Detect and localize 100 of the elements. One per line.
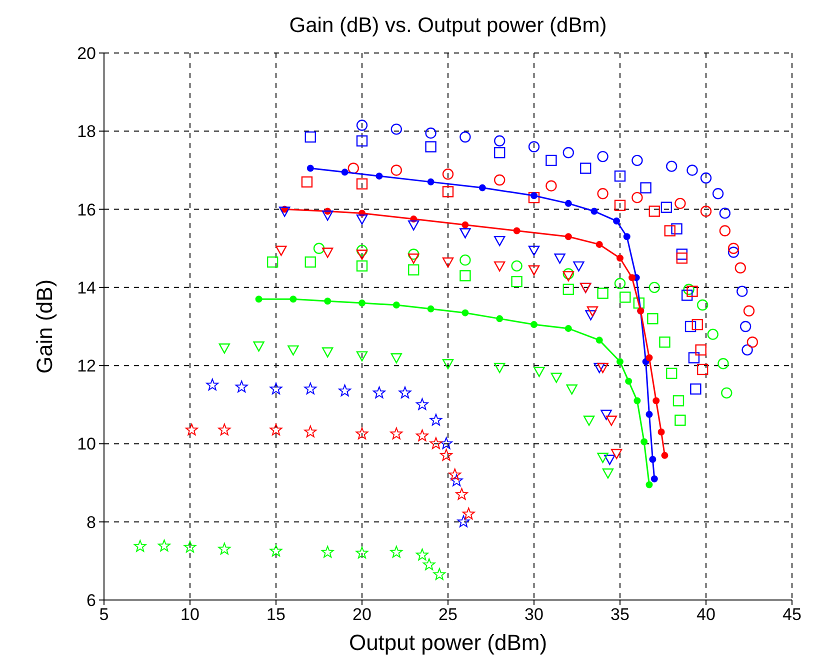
point <box>700 172 712 184</box>
point <box>356 546 368 558</box>
point <box>633 297 645 309</box>
point <box>742 344 753 356</box>
point <box>734 262 746 274</box>
point <box>279 206 290 217</box>
point <box>290 296 297 303</box>
point <box>511 260 522 272</box>
point <box>430 414 442 426</box>
point <box>676 252 688 264</box>
point <box>408 264 420 276</box>
point <box>661 452 668 459</box>
point <box>604 454 616 465</box>
point <box>462 309 469 316</box>
point <box>478 184 486 192</box>
point <box>596 240 603 248</box>
point <box>513 227 520 234</box>
point <box>564 200 572 207</box>
x-tick-label: 25 <box>438 605 458 624</box>
point <box>184 540 196 553</box>
point <box>270 424 282 436</box>
point <box>672 395 684 406</box>
point <box>356 260 368 272</box>
point <box>528 141 540 152</box>
point <box>494 147 506 158</box>
point <box>304 131 316 143</box>
point <box>425 127 436 139</box>
point <box>356 244 368 256</box>
point <box>640 182 652 194</box>
point <box>590 208 598 215</box>
point <box>646 481 653 488</box>
point <box>652 397 660 404</box>
point <box>456 488 468 500</box>
point <box>376 172 383 180</box>
point <box>288 345 299 356</box>
x-tick-label: 30 <box>524 605 544 624</box>
x-tick-label: 15 <box>266 605 286 624</box>
point <box>660 202 672 213</box>
point <box>186 424 198 436</box>
point <box>442 168 454 180</box>
y-axis-title: Gain (dB) <box>32 279 57 374</box>
point <box>686 164 698 176</box>
point <box>550 372 562 383</box>
point <box>686 286 698 297</box>
point <box>416 548 428 560</box>
x-tick-label: 20 <box>352 605 372 624</box>
point <box>460 131 471 143</box>
point <box>534 366 545 378</box>
point <box>594 362 605 374</box>
point <box>688 352 700 364</box>
point <box>348 162 359 174</box>
point <box>442 359 454 370</box>
point <box>322 248 334 258</box>
point <box>494 135 506 147</box>
point <box>648 282 660 294</box>
point <box>390 427 403 440</box>
y-tick-label: 14 <box>77 278 96 298</box>
point <box>562 284 574 295</box>
point <box>596 336 603 344</box>
chart-title: Gain (dB) vs. Output power (dBm) <box>288 14 608 38</box>
point <box>448 468 462 480</box>
y-tick-label: 8 <box>86 512 96 532</box>
point <box>746 336 758 348</box>
point <box>736 286 748 297</box>
point <box>253 341 264 352</box>
point <box>276 246 287 256</box>
point <box>728 246 740 258</box>
point <box>640 438 648 446</box>
point <box>585 310 596 320</box>
point <box>564 233 572 240</box>
point <box>430 437 442 450</box>
point <box>546 154 557 166</box>
point <box>728 242 740 254</box>
point <box>390 164 402 176</box>
point <box>218 343 230 354</box>
point <box>634 397 641 404</box>
point <box>681 290 693 301</box>
point <box>494 362 506 374</box>
point <box>719 225 731 236</box>
point <box>597 188 608 200</box>
point <box>270 544 282 557</box>
point <box>304 382 317 394</box>
point <box>322 210 334 221</box>
point <box>740 320 752 332</box>
point <box>511 276 522 288</box>
point <box>658 428 665 436</box>
point <box>719 208 731 219</box>
y-tick-label: 20 <box>77 44 96 64</box>
point <box>620 292 631 303</box>
point <box>696 364 708 376</box>
point <box>614 278 626 290</box>
x-tick-label: 35 <box>610 605 630 624</box>
point <box>684 320 696 332</box>
point <box>416 398 428 410</box>
point <box>666 160 678 172</box>
x-tick-label: 5 <box>99 605 109 624</box>
point <box>306 164 314 172</box>
point <box>580 162 592 174</box>
point <box>554 254 566 264</box>
point <box>743 305 755 316</box>
